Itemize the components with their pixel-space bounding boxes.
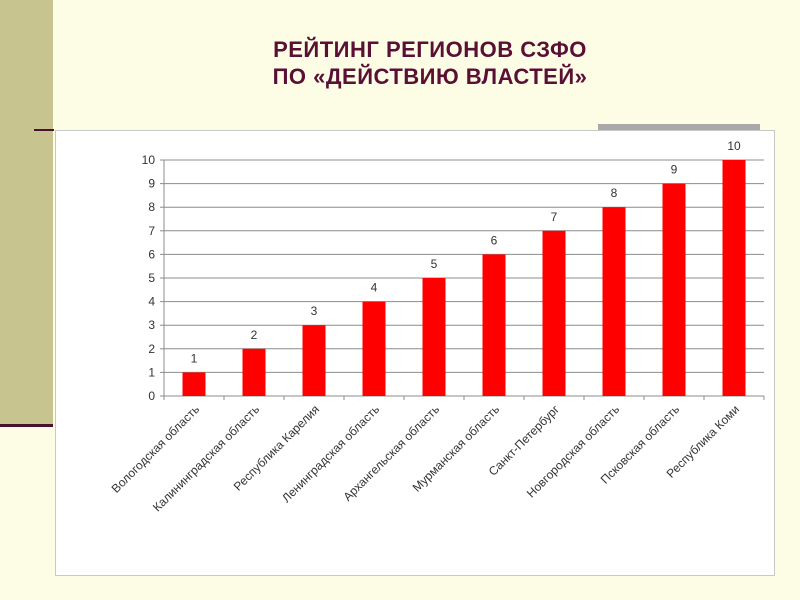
bar	[242, 348, 266, 396]
y-tick-label: 5	[148, 271, 155, 285]
axis-layer: 0 1 2 3 4 5 6 7 8 9 10	[142, 153, 765, 403]
data-label: 4	[371, 281, 378, 295]
y-tick-label: 1	[148, 365, 155, 379]
data-label: 5	[431, 257, 438, 271]
bar	[302, 325, 326, 396]
y-tick-label: 6	[148, 247, 155, 261]
y-tick-label: 7	[148, 224, 155, 238]
data-label: 1	[191, 351, 198, 365]
bar	[482, 254, 506, 396]
slide-title-line-2: ПО «ДЕЙСТВИЮ ВЛАСТЕЙ»	[272, 64, 588, 89]
chart-shadow-strip	[598, 124, 760, 130]
chart-frame: 0 1 2 3 4 5 6 7 8 9 10 1 Вологодская область 2 Калини…	[55, 130, 775, 576]
top-decor-line	[34, 129, 54, 131]
side-decor-bar	[0, 0, 53, 426]
bar	[602, 207, 626, 396]
data-label: 2	[251, 328, 258, 342]
y-tick-label: 0	[148, 389, 155, 403]
data-label: 7	[551, 210, 558, 224]
slide-title: РЕЙТИНГ РЕГИОНОВ СЗФО ПО «ДЕЙСТВИЮ ВЛАСТ…	[170, 36, 690, 90]
y-tick-label: 10	[142, 153, 156, 167]
bar	[722, 160, 746, 396]
data-label: 10	[727, 139, 741, 153]
bar	[422, 278, 446, 396]
x-tick-label: Калининградская область	[150, 402, 262, 514]
y-tick-label: 4	[148, 295, 155, 309]
data-label: 8	[611, 186, 618, 200]
y-tick-label: 9	[148, 177, 155, 191]
x-tick-label: Ленинградская область	[279, 402, 382, 505]
bar	[182, 372, 206, 396]
bar	[362, 301, 386, 396]
slide-title-line-1: РЕЙТИНГ РЕГИОНОВ СЗФО	[273, 37, 587, 62]
y-tick-label: 2	[148, 342, 155, 356]
y-tick-label: 3	[148, 318, 155, 332]
y-tick-label: 8	[148, 200, 155, 214]
side-decor-line	[0, 424, 53, 427]
bar	[662, 183, 686, 396]
data-label: 3	[311, 304, 318, 318]
data-label: 6	[491, 233, 498, 247]
bar-layer	[182, 160, 746, 396]
data-label: 9	[671, 163, 678, 177]
bar	[542, 230, 566, 396]
